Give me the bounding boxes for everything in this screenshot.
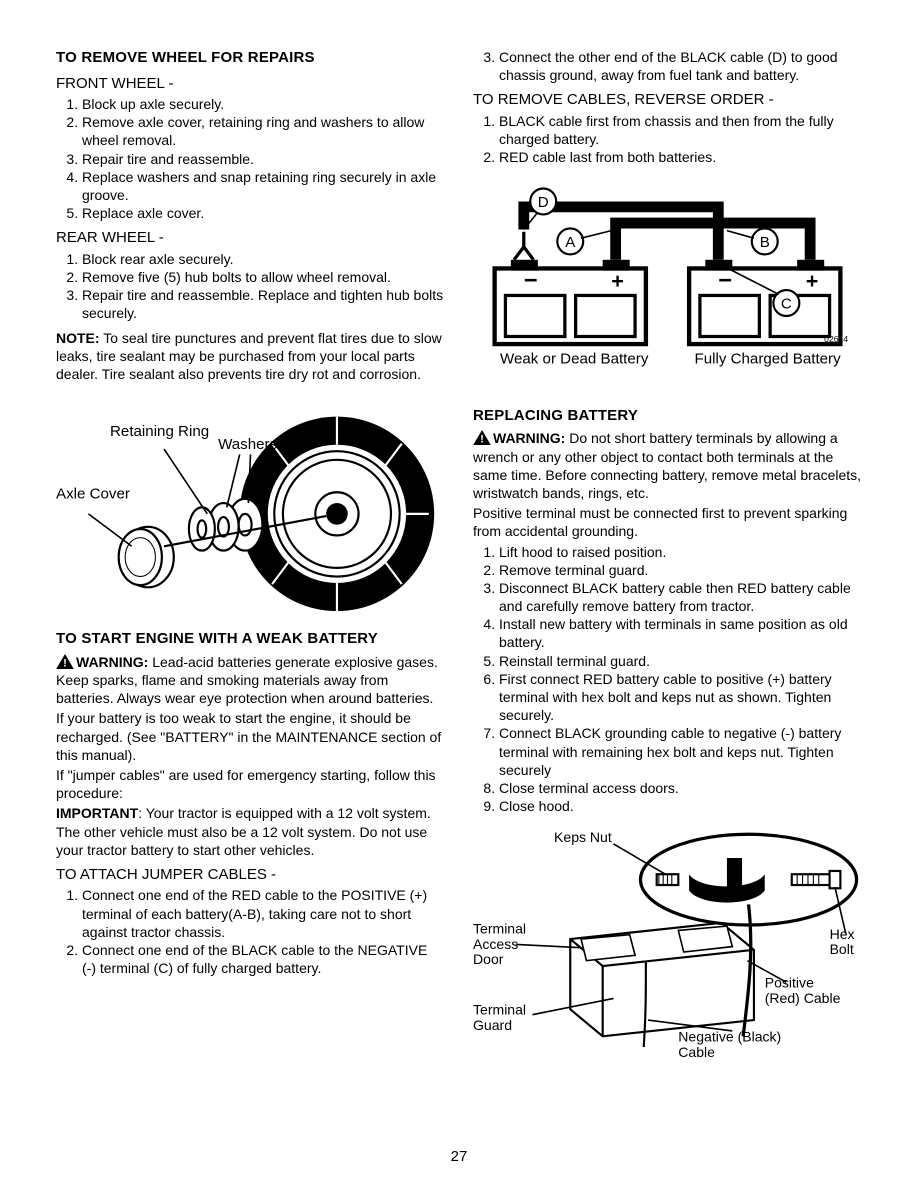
list-item: RED cable last from both batteries. <box>499 148 862 166</box>
list-item: Replace axle cover. <box>82 204 445 222</box>
wheel-diagram: Retaining Ring Washers Axle Cover <box>56 395 445 611</box>
list-item: Close hood. <box>499 797 862 815</box>
svg-text:!: ! <box>63 657 67 669</box>
paragraph: Positive terminal must be connected firs… <box>473 504 862 540</box>
continue-steps: Connect the other end of the BLACK cable… <box>473 48 862 84</box>
left-column: TO REMOVE WHEEL FOR REPAIRS FRONT WHEEL … <box>56 48 445 1076</box>
warning-icon: ! <box>56 654 74 669</box>
svg-text:+: + <box>611 268 624 293</box>
battery-install-diagram: Keps Nut TerminalAccessDoor HexBolt Term… <box>473 831 862 1058</box>
attach-steps: Connect one end of the RED cable to the … <box>56 886 445 977</box>
list-item: BLACK cable first from chassis and then … <box>499 112 862 148</box>
subhead-front-wheel: FRONT WHEEL - <box>56 74 445 94</box>
heading-replacing-battery: REPLACING BATTERY <box>473 406 862 426</box>
svg-text:HexBolt: HexBolt <box>830 926 855 957</box>
page-number: 27 <box>0 1147 918 1167</box>
warning-paragraph: ! WARNING: Lead-acid batteries generate … <box>56 653 445 708</box>
warning-paragraph-2: ! WARNING: Do not short battery terminal… <box>473 429 862 502</box>
subhead-attach-cables: TO ATTACH JUMPER CABLES - <box>56 865 445 885</box>
svg-text:C: C <box>781 296 792 313</box>
list-item: Remove terminal guard. <box>499 561 862 579</box>
label-washers: Washers <box>218 436 277 453</box>
note-text: To seal tire punctures and prevent flat … <box>56 330 442 382</box>
list-item: Block rear axle securely. <box>82 250 445 268</box>
list-item: Replace washers and snap retaining ring … <box>82 168 445 204</box>
svg-text:A: A <box>565 234 576 251</box>
warning-label: WARNING: <box>76 654 148 670</box>
list-item: Close terminal access doors. <box>499 779 862 797</box>
heading-remove-wheel: TO REMOVE WHEEL FOR REPAIRS <box>56 48 445 68</box>
subhead-rear-wheel: REAR WHEEL - <box>56 228 445 248</box>
svg-text:−: − <box>718 267 732 294</box>
svg-text:Positive(Red) Cable: Positive(Red) Cable <box>765 975 841 1006</box>
important-label: IMPORTANT <box>56 805 138 821</box>
paragraph: If your battery is too weak to start the… <box>56 709 445 764</box>
svg-text:TerminalGuard: TerminalGuard <box>473 1002 526 1033</box>
label-retaining-ring: Retaining Ring <box>110 423 209 440</box>
list-item: Remove axle cover, retaining ring and wa… <box>82 113 445 149</box>
important-paragraph: IMPORTANT: Your tractor is equipped with… <box>56 804 445 859</box>
list-item: Disconnect BLACK battery cable then RED … <box>499 579 862 615</box>
replace-battery-steps: Lift hood to raised position. Remove ter… <box>473 543 862 816</box>
jumper-cable-diagram: − + − + A B C D <box>473 182 862 387</box>
svg-text:TerminalAccessDoor: TerminalAccessDoor <box>473 921 526 967</box>
note-paragraph: NOTE: To seal tire punctures and prevent… <box>56 329 445 384</box>
svg-text:02614: 02614 <box>824 334 848 344</box>
paragraph: If "jumper cables" are used for emergenc… <box>56 766 445 802</box>
svg-text:B: B <box>760 234 770 251</box>
svg-text:+: + <box>806 268 819 293</box>
list-item: First connect RED battery cable to posit… <box>499 670 862 725</box>
heading-start-engine: TO START ENGINE WITH A WEAK BATTERY <box>56 629 445 649</box>
list-item: Connect the other end of the BLACK cable… <box>499 48 862 84</box>
subhead-remove-cables: TO REMOVE CABLES, REVERSE ORDER - <box>473 90 862 110</box>
list-item: Repair tire and reassemble. <box>82 150 445 168</box>
list-item: Lift hood to raised position. <box>499 543 862 561</box>
two-column-layout: TO REMOVE WHEEL FOR REPAIRS FRONT WHEEL … <box>56 48 862 1076</box>
label-weak-battery: Weak or Dead Battery <box>500 351 649 368</box>
front-wheel-steps: Block up axle securely. Remove axle cove… <box>56 95 445 222</box>
list-item: Connect one end of the RED cable to the … <box>82 886 445 941</box>
list-item: Repair tire and reassemble. Replace and … <box>82 286 445 322</box>
list-item: Connect BLACK grounding cable to negativ… <box>499 724 862 779</box>
rear-wheel-steps: Block rear axle securely. Remove five (5… <box>56 250 445 323</box>
warning2-label: WARNING: <box>493 430 565 446</box>
label-keps-nut: Keps Nut <box>554 831 612 845</box>
list-item: Block up axle securely. <box>82 95 445 113</box>
list-item: Reinstall terminal guard. <box>499 652 862 670</box>
svg-text:!: ! <box>480 434 484 446</box>
list-item: Remove five (5) hub bolts to allow wheel… <box>82 268 445 286</box>
list-item: Install new battery with terminals in sa… <box>499 615 862 651</box>
warning-icon: ! <box>473 430 491 445</box>
svg-text:D: D <box>538 194 549 211</box>
right-column: Connect the other end of the BLACK cable… <box>473 48 862 1076</box>
label-full-battery: Fully Charged Battery <box>695 351 842 368</box>
svg-text:Negative (Black)Cable: Negative (Black)Cable <box>678 1029 781 1058</box>
note-label: NOTE: <box>56 330 100 346</box>
label-axle-cover: Axle Cover <box>56 486 130 503</box>
svg-text:−: − <box>524 267 538 294</box>
list-item: Connect one end of the BLACK cable to th… <box>82 941 445 977</box>
remove-steps: BLACK cable first from chassis and then … <box>473 112 862 167</box>
